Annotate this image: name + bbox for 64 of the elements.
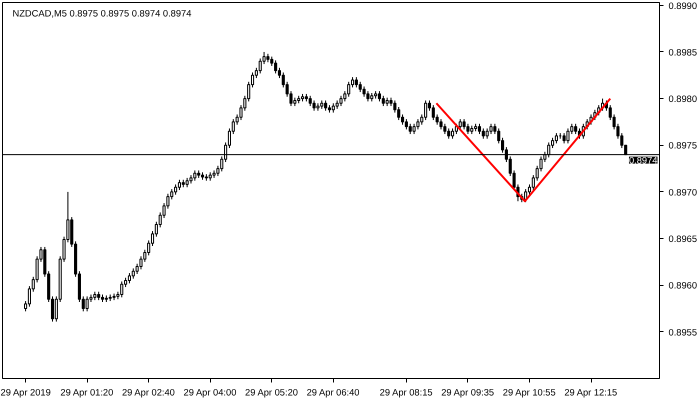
- candlestick: [408, 123, 412, 135]
- y-tick-label: 0.8980: [668, 94, 698, 104]
- x-tick-label: 29 Apr 05:20: [245, 388, 298, 398]
- candlestick: [486, 128, 489, 140]
- candlestick: [366, 90, 370, 102]
- candlestick: [424, 100, 428, 121]
- candlestick: [404, 118, 408, 130]
- candlestick: [439, 118, 443, 130]
- candlestick: [178, 179, 181, 191]
- y-tick-label: 0.8975: [668, 140, 698, 151]
- candlestick: [482, 128, 485, 140]
- candlestick: [574, 123, 578, 135]
- ref-line-label: 0.8974: [628, 156, 658, 166]
- y-tick-label: 0.8990: [668, 0, 698, 11]
- y-tick-label: 0.8985: [668, 47, 698, 58]
- x-tick-label: 29 Apr 02:40: [122, 388, 175, 398]
- candlestick: [432, 104, 435, 121]
- candlestick: [308, 95, 312, 107]
- candlestick: [339, 95, 343, 107]
- x-tick-label: 29 Apr 06:40: [306, 388, 360, 398]
- candlestick: [566, 128, 570, 144]
- y-tick-label: 0.8970: [668, 187, 698, 198]
- y-tick-label: 0.8960: [668, 280, 698, 291]
- candlestick: [174, 184, 178, 196]
- candlestick: [128, 272, 131, 284]
- x-tick-label: 29 Apr 10:55: [502, 388, 556, 398]
- candlestick: [450, 128, 454, 140]
- candlestick: [554, 132, 558, 144]
- candlestick: [332, 102, 335, 114]
- candlestick: [400, 114, 404, 126]
- candlestick: [358, 81, 362, 93]
- candlestick: [447, 128, 450, 140]
- text: NZDCAD,M5 0.8975 0.8975 0.8974 0.8974: [12, 8, 192, 18]
- candlestick: [378, 90, 382, 102]
- candlestick: [412, 123, 416, 135]
- x-tick-label: 29 Apr 08:15: [380, 388, 433, 398]
- candlestick: [466, 123, 470, 135]
- x-tick-label: 29 Apr 09:35: [441, 388, 494, 398]
- y-tick-label: 0.8955: [668, 327, 698, 338]
- x-tick-label: 29 Apr 12:15: [564, 388, 618, 398]
- candlestick: [132, 268, 135, 280]
- candlestick: [274, 60, 278, 74]
- candlestick: [489, 123, 493, 135]
- candlestick: [443, 123, 446, 135]
- candlestick: [139, 256, 143, 270]
- candlestick: [462, 118, 466, 130]
- candlestick: [562, 132, 566, 144]
- candlestick: [324, 100, 328, 112]
- candlestick: [186, 177, 189, 188]
- candlestick: [193, 170, 196, 182]
- candlestick: [347, 81, 350, 98]
- candlestick: [416, 118, 420, 130]
- candlestick: [120, 280, 124, 298]
- candlestick: [86, 296, 89, 312]
- candlestick: [382, 95, 385, 107]
- candlestick: [312, 100, 316, 112]
- x-tick-label: 29 Apr 04:00: [184, 388, 236, 398]
- y-tick-label: 0.8965: [668, 234, 698, 244]
- x-tick-label: 29 Apr 2019: [0, 388, 51, 398]
- candlestick: [478, 123, 482, 135]
- x-tick-label: 29 Apr 01:20: [60, 388, 114, 398]
- candlestick: [354, 76, 358, 88]
- candlestick: [362, 86, 366, 98]
- candlestick: [458, 118, 462, 130]
